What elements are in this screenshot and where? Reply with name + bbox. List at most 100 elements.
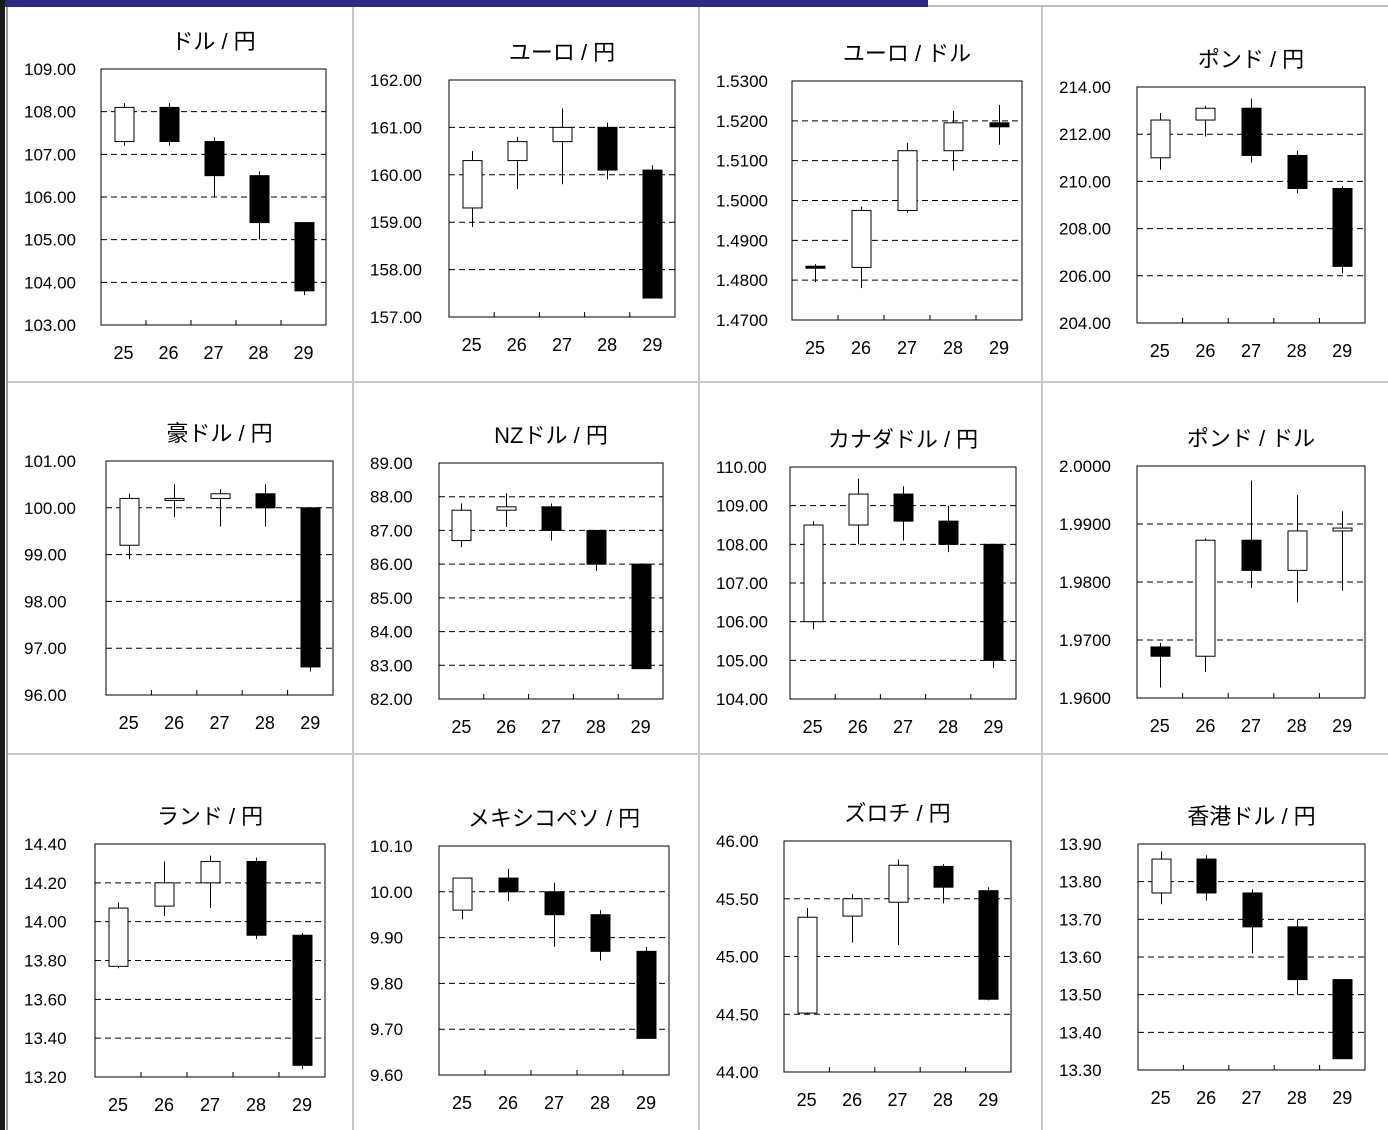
chart-title: 香港ドル / 円	[1187, 804, 1315, 829]
chart-panel: ドル / 円 109.00 108.00 107.00 106.00 105.00 104.…	[8, 7, 352, 381]
candlestick-chart: ポンド / 円 214.00 212.00 210.00 208.00 206.00 204…	[1059, 47, 1366, 361]
x-tick-label: 25	[797, 1090, 817, 1110]
x-tick-label: 27	[887, 1090, 907, 1110]
y-tick-label: 13.30	[1059, 1061, 1102, 1080]
plot-frame	[1136, 86, 1366, 324]
y-tick-label: 206.00	[1059, 267, 1111, 286]
y-tick-label: 1.4800	[716, 271, 768, 290]
x-tick-label: 28	[586, 717, 606, 737]
candle-body-bearish	[249, 175, 270, 224]
candlestick-chart: ポンド / ドル 2.0000 1.9900 1.9800 1.9700 1.9600 25…	[1059, 426, 1366, 736]
x-tick-label: 25	[805, 338, 825, 358]
candle-body-bearish	[1196, 858, 1217, 894]
y-tick-label: 13.60	[1059, 948, 1102, 967]
y-tick-label: 109.00	[716, 497, 768, 516]
x-tick-label: 26	[496, 717, 516, 737]
y-tick-label: 10.00	[370, 883, 413, 902]
x-tick-label: 25	[803, 717, 823, 737]
x-tick-label: 29	[1332, 341, 1352, 361]
y-tick-label: 98.00	[24, 592, 67, 611]
candlestick-chart: ユーロ / ドル 1.5300 1.5200 1.5100 1.5000 1.4900 1.…	[716, 41, 1023, 358]
y-tick-label: 13.40	[1059, 1023, 1102, 1042]
candle-body-bullish	[1332, 527, 1353, 532]
x-tick-label: 28	[246, 1095, 266, 1115]
grid-divider-v3	[1041, 7, 1043, 1130]
candle-body-bearish	[1241, 539, 1262, 571]
y-tick-label: 104.00	[716, 690, 768, 709]
y-tick-label: 97.00	[24, 639, 67, 658]
x-tick-label: 28	[933, 1090, 953, 1110]
chart-panel: ズロチ / 円 46.00 45.50 45.00 44.50 44.00 25 26 27 28…	[700, 755, 1041, 1130]
y-tick-label: 108.00	[24, 103, 76, 122]
y-tick-label: 84.00	[370, 623, 413, 642]
x-tick-label: 28	[1287, 341, 1307, 361]
y-tick-label: 85.00	[370, 589, 413, 608]
plot-frame	[783, 840, 1012, 1073]
y-tick-label: 1.5100	[716, 152, 768, 171]
y-tick-label: 9.80	[370, 974, 403, 993]
candle-body-bearish	[1332, 187, 1353, 267]
candle-body-bearish	[597, 126, 618, 171]
candle-body-bearish	[590, 914, 611, 952]
y-tick-label: 96.00	[24, 686, 67, 705]
chart-panel: メキシコペソ / 円 10.10 10.00 9.90 9.80 9.70 9.60 25 26…	[354, 755, 698, 1130]
x-tick-label: 26	[848, 717, 868, 737]
x-tick-label: 25	[1150, 341, 1170, 361]
chart-title: ドル / 円	[171, 29, 255, 54]
x-tick-label: 27	[1241, 1088, 1261, 1108]
candlestick-chart: 豪ドル / 円 101.00 100.00 99.00 98.00 97.00 96.00 2…	[24, 421, 334, 733]
candle-body-bullish	[210, 493, 231, 499]
candle-body-bullish	[451, 509, 472, 542]
y-tick-label: 13.80	[24, 952, 67, 971]
y-tick-label: 159.00	[370, 213, 422, 232]
x-tick-label: 25	[113, 343, 133, 363]
y-tick-label: 99.00	[24, 546, 67, 565]
candle-body-bearish	[294, 222, 315, 292]
candle-body-bullish	[452, 877, 473, 911]
candlestick-chart: 香港ドル / 円 13.90 13.80 13.70 13.60 13.50 13.40 13…	[1059, 804, 1366, 1108]
candle-body-bearish	[933, 865, 954, 888]
candle-body-bullish	[114, 106, 135, 143]
y-tick-label: 106.00	[716, 613, 768, 632]
y-tick-label: 9.60	[370, 1066, 403, 1085]
top-frame-bar	[0, 0, 928, 7]
x-tick-label: 26	[1196, 1088, 1216, 1108]
y-tick-label: 210.00	[1059, 172, 1111, 191]
x-tick-label: 27	[541, 717, 561, 737]
candle-body-bearish	[631, 563, 652, 670]
y-tick-label: 1.9900	[1059, 515, 1111, 534]
y-tick-label: 82.00	[370, 690, 413, 709]
y-tick-label: 9.90	[370, 929, 403, 948]
chart-title: NZドル / 円	[494, 423, 608, 448]
candle-body-bearish	[246, 860, 267, 936]
x-tick-label: 27	[893, 717, 913, 737]
y-tick-label: 89.00	[370, 454, 413, 473]
chart-title: ユーロ / ドル	[843, 41, 971, 66]
x-tick-label: 27	[200, 1095, 220, 1115]
chart-panel: 豪ドル / 円 101.00 100.00 99.00 98.00 97.00 96.00 2…	[8, 383, 352, 753]
chart-panel: ユーロ / 円 162.00 161.00 160.00 159.00 158.00 157…	[354, 7, 698, 381]
x-tick-label: 26	[154, 1095, 174, 1115]
candle-body-bullish	[851, 209, 872, 268]
y-tick-label: 1.5200	[716, 112, 768, 131]
chart-panel: ランド / 円 14.40 14.20 14.00 13.80 13.60 13.40 13.…	[8, 755, 352, 1130]
candle-body-bearish	[983, 543, 1004, 661]
candlestick-chart: ユーロ / 円 162.00 161.00 160.00 159.00 158.00 157…	[370, 40, 676, 355]
y-tick-label: 108.00	[716, 535, 768, 554]
y-tick-label: 208.00	[1059, 220, 1111, 239]
candle-body-bearish	[300, 507, 321, 668]
y-tick-label: 212.00	[1059, 125, 1111, 144]
y-tick-label: 88.00	[370, 488, 413, 507]
y-tick-label: 100.00	[24, 499, 76, 518]
y-tick-label: 46.00	[716, 832, 759, 851]
x-tick-label: 25	[108, 1095, 128, 1115]
chart-title: ポンド / ドル	[1187, 426, 1315, 451]
y-tick-label: 157.00	[370, 308, 422, 327]
candle-body-bearish	[159, 106, 180, 143]
x-tick-label: 25	[119, 713, 139, 733]
x-tick-label: 26	[498, 1093, 518, 1113]
y-tick-label: 104.00	[24, 273, 76, 292]
y-tick-label: 45.00	[716, 948, 759, 967]
plot-frame	[105, 460, 334, 696]
candle-body-bearish	[805, 265, 826, 269]
